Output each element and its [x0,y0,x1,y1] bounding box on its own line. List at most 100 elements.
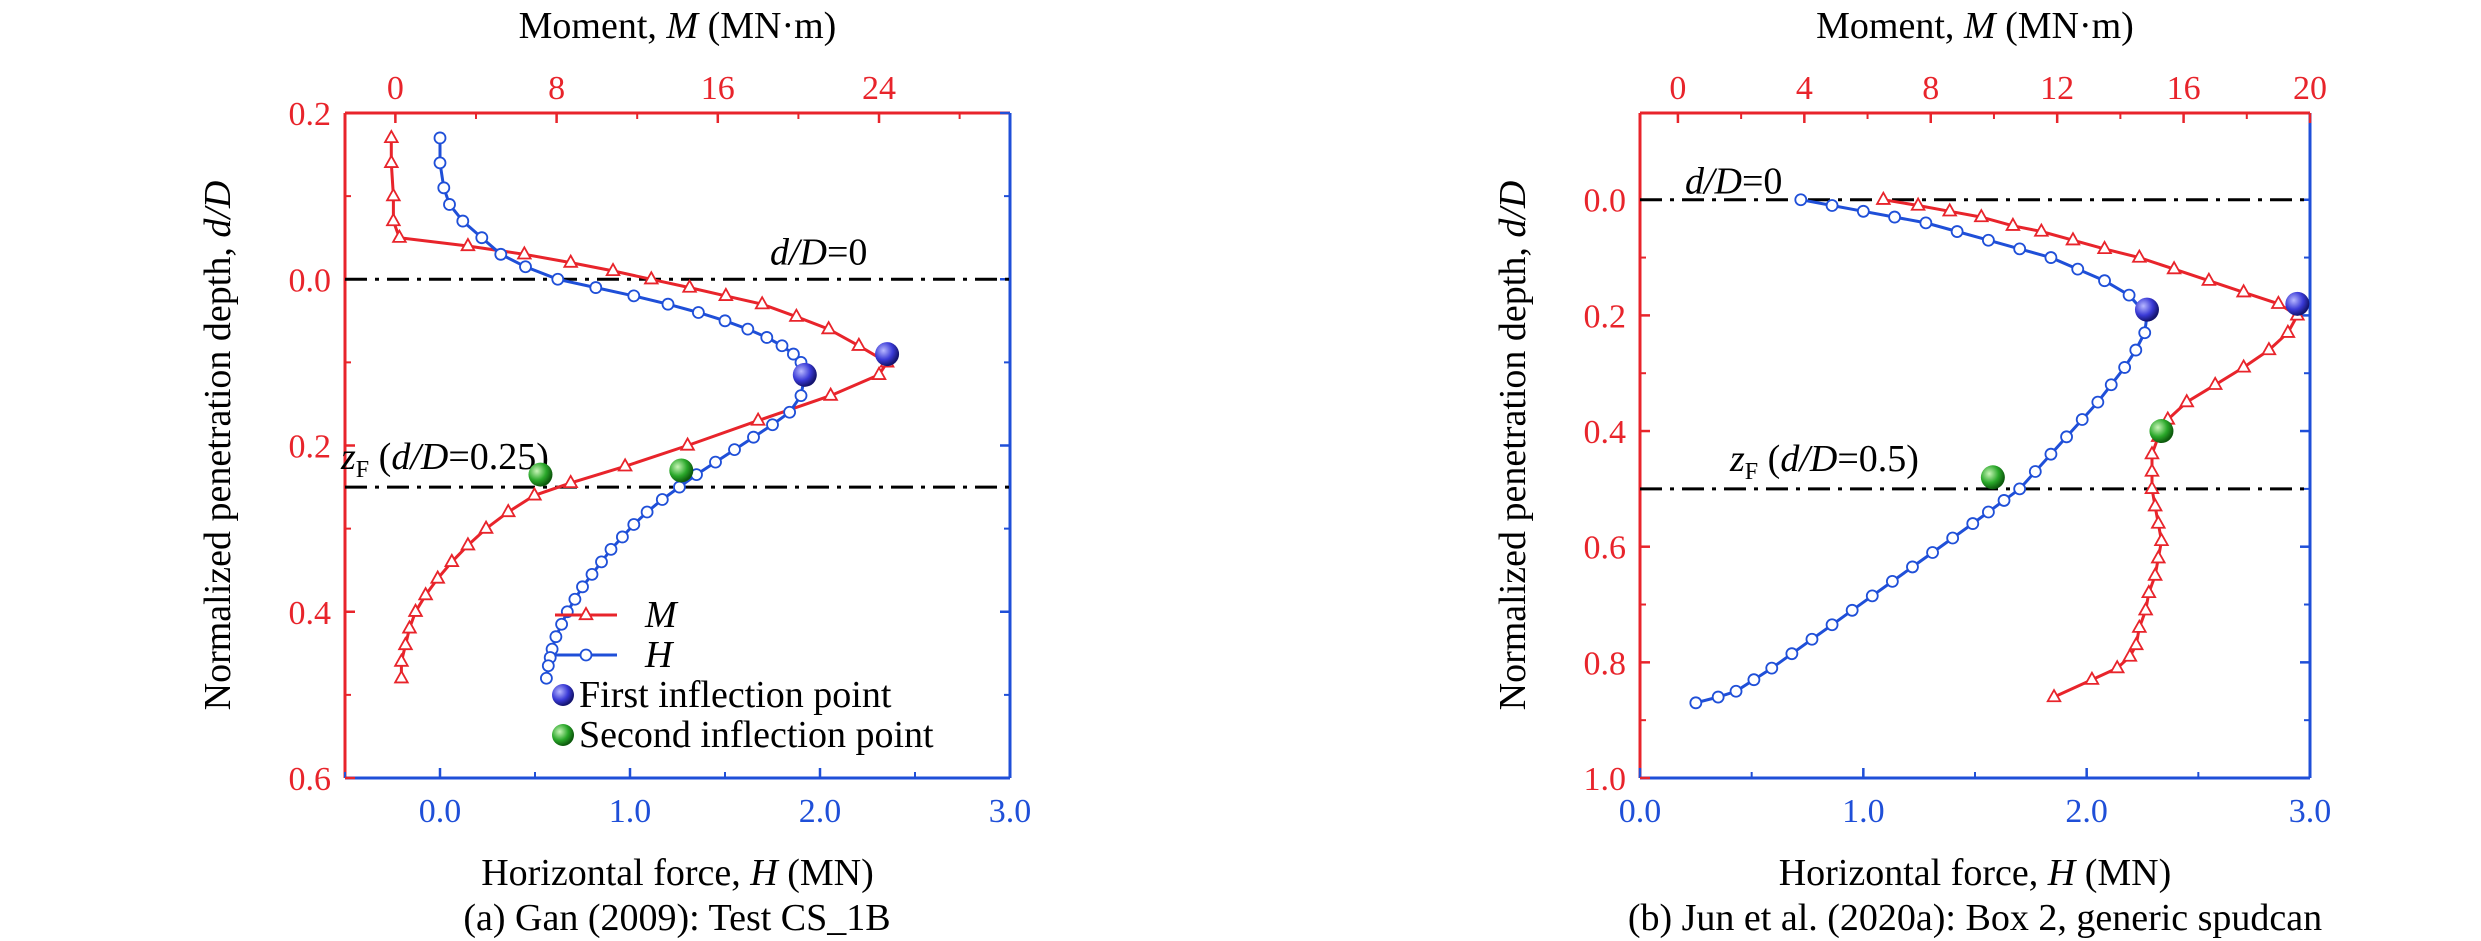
data-point-h [1865,589,1879,603]
data-point-m [2137,601,2154,616]
data-point-m [750,411,766,426]
legend-marker-second [552,724,574,746]
data-point-m [1973,208,1990,223]
data-point-m [1941,202,1958,217]
data-point-m [460,237,476,252]
data-point-m [2150,514,2167,529]
data-point-m [617,457,633,472]
data-point-h [1689,696,1703,710]
reference-line-label: d/D=0 [770,231,867,273]
data-point-h [1919,216,1933,230]
data-point-h [783,405,796,419]
data-point-h [1982,233,1995,247]
data-point-h [2071,262,2085,276]
series-line-h [1695,198,2149,705]
data-point-h [1946,531,1960,545]
legend-marker-m [578,606,594,621]
data-point-h [787,347,800,361]
first-inflection-marker [875,342,900,367]
first-inflection-marker [2285,291,2310,316]
first-inflection-marker [2134,297,2159,322]
reference-line-label: d/D=0 [1685,161,1782,203]
data-point-h [1926,546,1939,559]
data-point-h [519,260,532,274]
top-tick-label: 16 [701,70,735,107]
top-axis-title: Moment, M (MN·m) [519,5,837,47]
legend-label-h: H [644,634,675,676]
bottom-tick-label: 3.0 [989,793,1032,830]
bottom-tick-label: 0.0 [1619,793,1662,830]
data-point-h [747,430,760,444]
top-axis-title: Moment, M (MN·m) [1816,5,2134,47]
data-point-m [385,187,402,202]
data-point-m [407,602,424,617]
legend-label-first: First inflection point [579,674,892,716]
data-point-m [2178,393,2195,408]
data-point-h [1982,505,1995,519]
data-point-m [871,366,887,380]
data-point-m [2065,231,2081,246]
data-point-m [2235,283,2252,298]
data-point-m [681,278,698,293]
data-point-m [2166,260,2182,275]
data-point-h [2118,361,2132,374]
y-axis-title: Normalized penetration depth, d/D [1492,181,1534,711]
data-point-m [820,320,837,335]
series-line-h [438,137,807,679]
data-point-h [616,530,629,544]
data-point-h [1845,603,1859,617]
data-point-h [1885,574,1899,588]
reference-line-label: zF (d/D=0.5) [1729,438,1919,485]
left-tick-label: 0.6 [1584,530,1627,567]
data-point-m [822,386,839,401]
top-tick-label: 8 [548,70,565,107]
data-point-h [2075,413,2089,426]
data-point-h [741,322,755,336]
data-point-h [728,443,741,457]
data-point-h [1794,193,1808,207]
data-point-m [851,336,867,351]
data-point-m [2005,216,2021,231]
left-tick-label: 0.2 [289,96,332,133]
data-point-m [2235,358,2252,373]
data-point-m [2131,248,2148,263]
top-tick-label: 12 [2040,70,2074,107]
left-tick-label: 0.8 [1584,645,1627,682]
data-point-h [655,493,669,506]
data-point-h [433,156,447,170]
data-point-h [475,231,489,245]
data-point-h [1950,225,1964,238]
top-tick-label: 0 [1669,70,1686,107]
data-point-m [562,474,579,489]
data-point-h [1888,210,1901,224]
data-point-m [401,619,418,634]
data-point-h [661,297,675,311]
data-point-m [562,253,579,268]
data-point-m [605,262,621,277]
data-point-h [1997,494,2011,507]
data-point-m [2144,462,2160,477]
data-point-h [1906,560,1919,574]
data-point-h [1805,632,1819,646]
data-point-h [1856,204,1870,218]
data-point-h [627,289,641,303]
data-point-h [541,659,555,673]
data-point-m [443,553,460,567]
legend-marker-first [552,684,574,706]
data-point-m [643,270,660,285]
data-point-h [794,389,808,403]
data-point-h [2013,482,2027,496]
top-tick-label: 20 [2293,70,2327,107]
data-point-m [460,536,476,551]
data-point-m [429,569,446,584]
left-tick-label: 0.4 [289,595,332,632]
data-point-h [709,455,722,469]
reference-line-label: zF (d/D=0.25) [340,436,549,483]
data-point-m [526,486,543,501]
data-point-h [604,543,618,556]
chart-panel-b: 0 4 8 12 16 200.0 1.0 2.0 3.00.00.20.40.60.81.0M… [1492,5,2331,939]
data-point-h [1711,690,1725,704]
data-point-h [2104,378,2118,392]
bottom-tick-label: 2.0 [2065,793,2108,830]
data-point-m [2261,341,2277,356]
